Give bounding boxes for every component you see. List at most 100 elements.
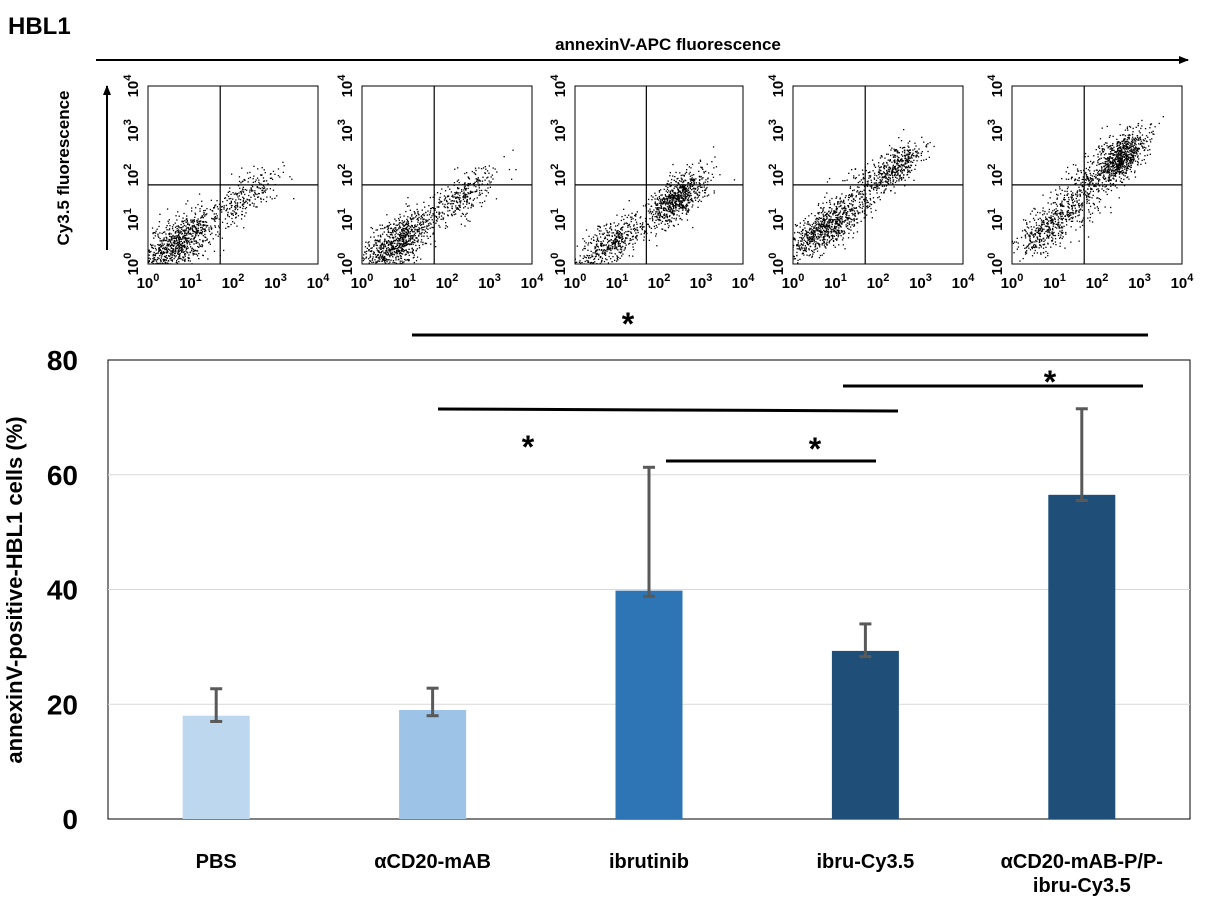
flow-event-point xyxy=(473,172,475,174)
flow-event-point xyxy=(576,261,578,263)
flow-event-point xyxy=(711,173,713,175)
flow-event-point xyxy=(870,181,873,183)
flow-event-point xyxy=(853,207,855,209)
flow-event-point xyxy=(391,241,393,243)
flow-event-point xyxy=(901,163,903,166)
flow-event-point xyxy=(216,206,219,208)
flow-event-point xyxy=(279,176,281,178)
flow-event-point xyxy=(874,202,876,204)
flow-event-point xyxy=(674,205,676,207)
flow-event-point xyxy=(666,199,668,202)
flow-event-point xyxy=(873,165,876,167)
flow-event-point xyxy=(596,245,599,247)
flow-event-point xyxy=(818,230,821,232)
flow-event-point xyxy=(432,221,435,223)
flow-event-point xyxy=(161,246,163,248)
flow-event-point xyxy=(899,166,901,168)
flow-event-point xyxy=(184,258,186,260)
flow-event-point xyxy=(689,194,691,196)
flow-event-point xyxy=(704,189,707,191)
flow-event-point xyxy=(410,230,413,232)
flow-event-point xyxy=(677,192,679,194)
flow-event-point xyxy=(160,252,162,254)
flow-event-point xyxy=(242,189,244,191)
flow-event-point xyxy=(186,251,188,253)
flow-event-point xyxy=(414,235,416,237)
flow-event-point xyxy=(807,221,809,223)
flow-event-point xyxy=(694,192,696,194)
flow-event-point xyxy=(849,226,852,228)
flow-event-point xyxy=(665,203,667,205)
flow-event-point xyxy=(417,241,419,243)
flow-event-point xyxy=(379,248,382,250)
flow-event-point xyxy=(904,163,906,165)
flow-event-point xyxy=(890,154,892,157)
flow-event-point xyxy=(462,196,464,198)
flow-event-point xyxy=(442,218,444,221)
flow-event-point xyxy=(445,196,447,198)
flow-event-point xyxy=(416,218,418,221)
flow-event-point xyxy=(187,267,188,268)
flow-event-point xyxy=(818,211,820,214)
flow-event-point xyxy=(855,196,857,198)
flow-event-point xyxy=(148,261,150,264)
flow-event-point xyxy=(877,186,879,188)
flow-event-point xyxy=(174,250,177,252)
flow-event-point xyxy=(381,251,383,253)
flow-event-point xyxy=(869,205,871,207)
flow-event-point xyxy=(189,251,192,253)
flow-event-point xyxy=(1060,231,1062,233)
flow-event-point xyxy=(826,212,828,214)
flow-event-point xyxy=(463,191,465,193)
flow-event-point xyxy=(613,267,614,268)
flow-event-point xyxy=(921,151,923,153)
flow-event-point xyxy=(866,214,868,216)
flow-event-point xyxy=(885,175,887,178)
flow-event-point xyxy=(904,152,906,154)
flow-event-point xyxy=(592,255,594,257)
flow-event-point xyxy=(410,235,412,237)
flow-event-point xyxy=(684,188,686,190)
flow-event-point xyxy=(633,224,635,226)
flow-event-point xyxy=(491,174,493,176)
flow-event-point xyxy=(889,160,891,162)
flow-event-point xyxy=(457,192,459,194)
flow-event-point xyxy=(182,222,185,225)
flow-event-point xyxy=(393,251,395,253)
flow-event-point xyxy=(134,251,135,252)
flow-event-point xyxy=(905,163,907,165)
flow-event-point xyxy=(220,206,223,208)
flow-event-point xyxy=(403,244,405,246)
flow-event-point xyxy=(595,255,597,257)
flow-event-point xyxy=(378,267,379,268)
flow-event-point xyxy=(903,170,905,172)
flow-event-point xyxy=(401,250,403,252)
flow-event-point xyxy=(630,228,632,230)
flow-event-point xyxy=(411,242,413,244)
flow-event-point xyxy=(679,194,681,197)
flow-event-point xyxy=(649,208,651,210)
flow-event-point xyxy=(149,251,151,253)
flow-event-point xyxy=(240,218,243,220)
flow-event-point xyxy=(673,197,675,199)
flow-event-point xyxy=(215,217,217,220)
flow-event-point xyxy=(158,244,160,246)
flow-event-point xyxy=(656,211,658,213)
flow-event-point xyxy=(816,242,818,244)
flow-event-point xyxy=(192,248,195,251)
flow-event-point xyxy=(604,251,606,253)
flow-event-point xyxy=(144,265,145,266)
flow-event-point xyxy=(378,269,379,270)
flow-event-point xyxy=(409,240,411,242)
flow-event-point xyxy=(804,222,806,224)
flow-event-point xyxy=(439,200,441,202)
flow-event-point xyxy=(693,179,696,181)
flow-event-point xyxy=(409,231,412,233)
flow-event-point xyxy=(690,183,692,185)
flow-event-point xyxy=(603,252,605,254)
flow-event-point xyxy=(184,254,186,256)
flow-event-point xyxy=(184,235,187,237)
flow-event-point xyxy=(614,243,616,246)
flow-event-point xyxy=(235,204,237,207)
flow-event-point xyxy=(836,220,838,222)
